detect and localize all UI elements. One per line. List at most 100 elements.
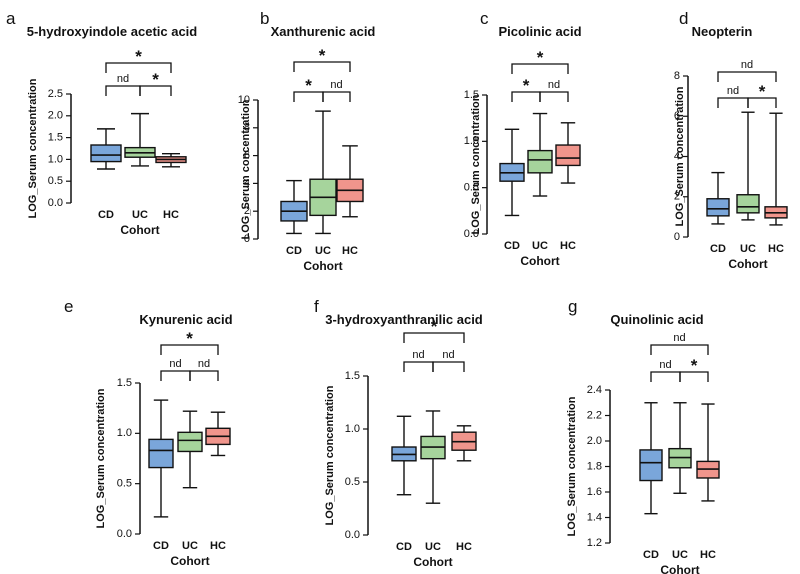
significance-bracket	[650, 371, 681, 382]
x-axis-label: Cohort	[413, 555, 452, 569]
significance-bracket	[511, 63, 569, 74]
x-axis-label: Cohort	[120, 223, 159, 237]
box-uc	[736, 194, 760, 214]
x-tick-label: UC	[425, 541, 441, 553]
y-tick-label: 2	[244, 205, 250, 217]
x-tick-label: CD	[643, 549, 659, 561]
x-tick-label: HC	[342, 245, 358, 257]
y-tick-label: 4	[244, 177, 250, 189]
significance-nd-label: nd	[741, 59, 753, 71]
box-cd	[639, 449, 663, 482]
y-tick-label: 4	[674, 150, 680, 162]
y-tick-label: 2.4	[587, 384, 602, 396]
significance-nd-label: nd	[330, 79, 342, 91]
y-tick-label: 2.0	[48, 110, 63, 122]
y-axis-label: LOG_Serum concentration	[470, 94, 482, 234]
x-tick-label: CD	[286, 245, 302, 257]
panel-title: Kynurenic acid	[139, 312, 232, 327]
panel-label: a	[6, 9, 16, 28]
significance-bracket	[717, 97, 749, 108]
y-tick-label: 2.2	[587, 409, 602, 421]
y-tick-label: 0.5	[117, 478, 132, 490]
significance-bracket	[403, 361, 434, 372]
y-tick-label: 0.0	[48, 197, 63, 209]
y-tick-label: 1.2	[587, 537, 602, 549]
x-axis-label: Cohort	[520, 254, 559, 268]
y-tick-label: 0.5	[345, 476, 360, 488]
panel-label: c	[480, 9, 489, 28]
y-tick-label: 1.8	[587, 460, 602, 472]
x-tick-label: HC	[700, 549, 716, 561]
y-tick-label: 1.6	[587, 486, 602, 498]
significance-nd-label: nd	[412, 349, 424, 361]
y-axis-label: LOG_Serum concentration	[95, 388, 107, 528]
x-tick-label: UC	[132, 209, 148, 221]
box-cd	[148, 438, 174, 469]
y-tick-label: 1.5	[117, 377, 132, 389]
box-uc	[527, 149, 553, 174]
significance-star: *	[305, 76, 312, 95]
box-hc	[555, 144, 581, 167]
significance-star: *	[431, 317, 438, 336]
y-tick-label: 1.0	[464, 135, 479, 147]
x-tick-label: UC	[315, 245, 331, 257]
x-tick-label: CD	[504, 240, 520, 252]
panel-label: d	[679, 9, 688, 28]
significance-bracket	[105, 85, 141, 96]
significance-star: *	[537, 48, 544, 67]
x-tick-label: HC	[163, 209, 179, 221]
x-tick-label: CD	[153, 540, 169, 552]
y-tick-label: 1.0	[48, 153, 63, 165]
y-tick-label: 2.5	[48, 88, 63, 100]
significance-star: *	[135, 47, 142, 66]
y-tick-label: 0	[674, 231, 680, 243]
panel-title: Neopterin	[692, 24, 753, 39]
y-tick-label: 2	[674, 191, 680, 203]
x-tick-label: CD	[98, 209, 114, 221]
significance-bracket	[650, 344, 709, 355]
x-axis-label: Cohort	[660, 563, 699, 574]
panel-label: e	[64, 297, 73, 316]
x-tick-label: HC	[456, 541, 472, 553]
y-tick-label: 0.0	[464, 228, 479, 240]
x-tick-label: CD	[396, 541, 412, 553]
y-tick-label: 0.0	[117, 528, 132, 540]
box-cd	[90, 144, 122, 163]
significance-star: *	[691, 356, 698, 375]
significance-bracket	[293, 61, 351, 72]
x-tick-label: HC	[560, 240, 576, 252]
significance-nd-label: nd	[548, 79, 560, 91]
significance-nd-label: nd	[673, 332, 685, 344]
y-axis-label: LOG_Serum concentration	[566, 396, 578, 536]
significance-bracket	[189, 370, 219, 381]
x-tick-label: HC	[768, 243, 784, 255]
significance-star: *	[152, 70, 159, 89]
panel-title: Picolinic acid	[498, 24, 581, 39]
x-axis-label: Cohort	[728, 257, 767, 271]
significance-nd-label: nd	[727, 85, 739, 97]
y-tick-label: 6	[244, 150, 250, 162]
y-tick-label: 8	[674, 70, 680, 82]
box-uc	[177, 431, 203, 453]
significance-nd-label: nd	[117, 73, 129, 85]
significance-nd-label: nd	[198, 358, 210, 370]
significance-bracket	[679, 371, 709, 382]
significance-star: *	[523, 76, 530, 95]
y-tick-label: 1.5	[345, 370, 360, 382]
y-tick-label: 2.0	[587, 435, 602, 447]
x-tick-label: HC	[210, 540, 226, 552]
y-tick-label: 1.5	[464, 89, 479, 101]
panel-label: g	[568, 297, 577, 316]
y-tick-label: 1.0	[345, 423, 360, 435]
significance-bracket	[160, 370, 191, 381]
y-tick-label: 8	[244, 122, 250, 134]
significance-bracket	[403, 332, 465, 343]
y-axis-label: LOG_Serum concentration	[674, 86, 686, 226]
panel-title: Xanthurenic acid	[271, 24, 376, 39]
y-tick-label: 0.5	[48, 175, 63, 187]
significance-bracket	[747, 97, 777, 108]
y-tick-label: 1.4	[587, 511, 602, 523]
panel-title: 3-hydroxyanthranilic acid	[325, 312, 483, 327]
x-tick-label: UC	[740, 243, 756, 255]
